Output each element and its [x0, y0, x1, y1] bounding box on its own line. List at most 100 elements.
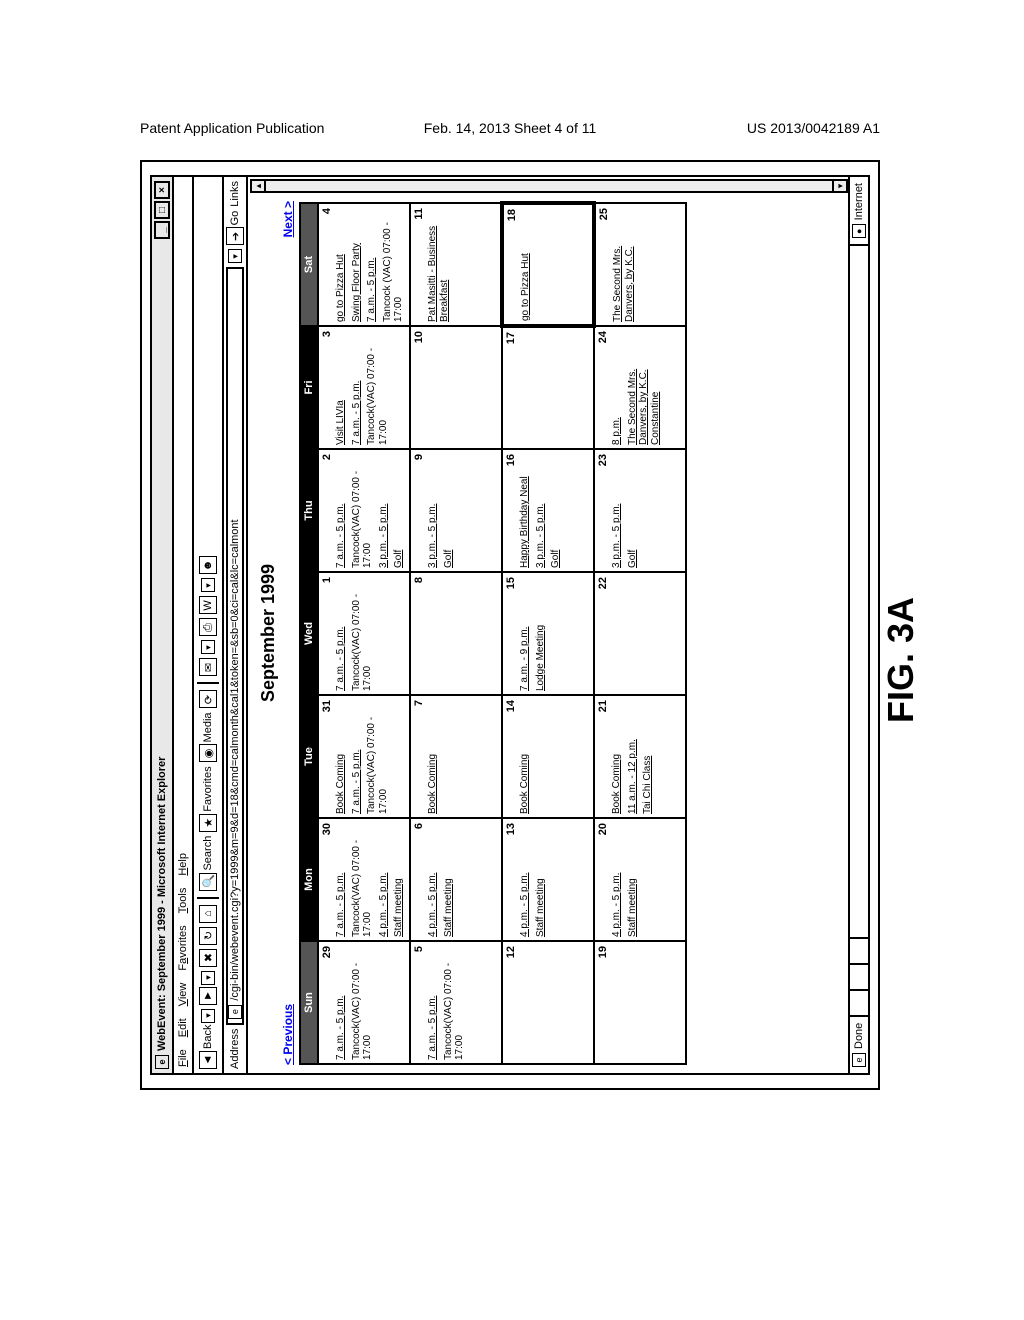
calendar-event[interactable]: 3 p.m. - 5 p.m.: [427, 453, 439, 568]
prev-link[interactable]: < Previous: [281, 1004, 295, 1065]
next-link[interactable]: Next >: [281, 201, 295, 237]
calendar-event[interactable]: Staff meeting: [443, 822, 455, 937]
calendar-event[interactable]: 3 p.m. - 5 p.m.: [535, 453, 547, 568]
close-button[interactable]: ×: [154, 181, 170, 199]
back-button[interactable]: ◄ Back ▾: [199, 1009, 217, 1069]
calendar-cell[interactable]: 12: [502, 941, 594, 1064]
calendar-cell[interactable]: 4go to Pizza HutSwing Floor Party7 a.m. …: [318, 203, 410, 326]
calendar-cell[interactable]: 27 a.m. - 5 p.m.Tancock(VAC) 07:00 - 17:…: [318, 449, 410, 572]
media-button[interactable]: ◉ Media: [199, 712, 217, 762]
calendar-event[interactable]: 7 a.m. - 9 p.m.: [519, 576, 531, 691]
calendar-event[interactable]: 3 p.m. - 5 p.m.: [378, 453, 390, 568]
calendar-cell[interactable]: 7Book Coming: [410, 695, 502, 818]
calendar-cell[interactable]: 233 p.m. - 5 p.m.Golf: [594, 449, 686, 572]
back-dropdown-icon[interactable]: ▾: [201, 1009, 215, 1023]
forward-button[interactable]: ► ▾: [199, 971, 217, 1005]
mail-dropdown-icon[interactable]: ▾: [201, 640, 215, 654]
calendar-event[interactable]: Staff meeting: [393, 822, 405, 937]
calendar-event[interactable]: 3 p.m. - 5 p.m.: [611, 453, 623, 568]
edit-icon[interactable]: W: [199, 596, 217, 614]
calendar-event[interactable]: 8 p.m.: [611, 330, 623, 445]
menu-help[interactable]: Help: [177, 853, 189, 876]
print-icon[interactable]: ⎙: [199, 618, 217, 636]
menu-edit[interactable]: Edit: [177, 1018, 189, 1037]
menu-file[interactable]: File: [177, 1049, 189, 1067]
calendar-event[interactable]: 7 a.m. - 5 p.m.: [351, 330, 363, 445]
calendar-cell[interactable]: 57 a.m. - 5 p.m.Tancock(VAC) 07:00 - 17:…: [410, 941, 502, 1064]
calendar-cell[interactable]: 8: [410, 572, 502, 695]
calendar-cell[interactable]: 11Pat Masitti - Business Breakfast: [410, 203, 502, 326]
calendar-cell[interactable]: 134 p.m. - 5 p.m.Staff meeting: [502, 818, 594, 941]
calendar-event[interactable]: 7 a.m. - 5 p.m.: [335, 453, 347, 568]
minimize-button[interactable]: _: [154, 221, 170, 239]
calendar-cell[interactable]: 10: [410, 326, 502, 449]
calendar-event[interactable]: go to Pizza Hut: [520, 208, 532, 321]
calendar-event[interactable]: 7 a.m. - 5 p.m.: [335, 945, 347, 1060]
mail-icon[interactable]: ✉: [199, 658, 217, 676]
calendar-event[interactable]: Visit LIVIa: [335, 330, 347, 445]
calendar-event[interactable]: Lodge Meeting: [535, 576, 547, 691]
calendar-cell[interactable]: 21Book Coming11 a.m. - 12 p.m.Tai Chi Cl…: [594, 695, 686, 818]
calendar-cell[interactable]: 157 a.m. - 9 p.m.Lodge Meeting: [502, 572, 594, 695]
calendar-event[interactable]: Staff meeting: [535, 822, 547, 937]
address-dropdown-icon[interactable]: ▾: [228, 249, 242, 263]
calendar-event[interactable]: 7 a.m. - 5 p.m.: [366, 207, 378, 322]
calendar-event[interactable]: 7 a.m. - 5 p.m.: [351, 699, 363, 814]
vertical-scrollbar[interactable]: ▴ ▾: [250, 179, 848, 193]
calendar-cell[interactable]: 3Visit LIVIa7 a.m. - 5 p.m.Tancock(VAC) …: [318, 326, 410, 449]
calendar-event[interactable]: Happy Birthday Neal: [519, 453, 531, 568]
calendar-event[interactable]: Book Coming: [611, 699, 623, 814]
calendar-event[interactable]: Pat Masitti - Business Breakfast: [427, 207, 450, 322]
calendar-event[interactable]: 4 p.m. - 5 p.m.: [611, 822, 623, 937]
edit-dropdown-icon[interactable]: ▾: [201, 578, 215, 592]
calendar-cell[interactable]: 204 p.m. - 5 p.m.Staff meeting: [594, 818, 686, 941]
calendar-event[interactable]: Golf: [550, 453, 562, 568]
calendar-event[interactable]: Tai Chi Class: [642, 699, 654, 814]
calendar-event[interactable]: 4 p.m. - 5 p.m.: [427, 822, 439, 937]
calendar-event[interactable]: 7 a.m. - 5 p.m.: [335, 822, 347, 937]
calendar-event[interactable]: 7 a.m. - 5 p.m.: [427, 945, 439, 1060]
favorites-button[interactable]: ★ Favorites: [199, 766, 217, 831]
scroll-down-icon[interactable]: ▾: [832, 181, 846, 191]
calendar-cell[interactable]: 248 p.m.The Second Mrs. Danvers, by K.C.…: [594, 326, 686, 449]
calendar-cell[interactable]: 14Book Coming: [502, 695, 594, 818]
address-field[interactable]: e /cgi-bin/webevent.cgi?y=1999&m=9&d=18&…: [226, 267, 244, 1024]
refresh-icon[interactable]: ↻: [199, 927, 217, 945]
calendar-cell[interactable]: 19: [594, 941, 686, 1064]
calendar-event[interactable]: 4 p.m. - 5 p.m.: [519, 822, 531, 937]
calendar-event[interactable]: Golf: [627, 453, 639, 568]
calendar-cell[interactable]: 307 a.m. - 5 p.m.Tancock(VAC) 07:00 - 17…: [318, 818, 410, 941]
calendar-cell[interactable]: 18go to Pizza Hut: [502, 203, 594, 326]
home-icon[interactable]: ⌂: [199, 905, 217, 923]
calendar-event[interactable]: Golf: [393, 453, 405, 568]
calendar-cell[interactable]: 22: [594, 572, 686, 695]
go-button[interactable]: ➔ Go: [226, 211, 244, 246]
calendar-event[interactable]: go to Pizza Hut: [335, 207, 347, 322]
calendar-cell[interactable]: 31Book Coming7 a.m. - 5 p.m.Tancock(VAC)…: [318, 695, 410, 818]
forward-dropdown-icon[interactable]: ▾: [201, 971, 215, 985]
calendar-cell[interactable]: 16Happy Birthday Neal3 p.m. - 5 p.m.Golf: [502, 449, 594, 572]
calendar-event[interactable]: Golf: [443, 453, 455, 568]
calendar-cell[interactable]: 93 p.m. - 5 p.m.Golf: [410, 449, 502, 572]
menu-view[interactable]: View: [177, 983, 189, 1007]
calendar-event[interactable]: Staff meeting: [627, 822, 639, 937]
calendar-event[interactable]: The Second Mrs. Danvers, by K.C. Constan…: [627, 330, 662, 445]
calendar-cell[interactable]: 17: [502, 326, 594, 449]
calendar-event[interactable]: Book Coming: [335, 699, 347, 814]
history-icon[interactable]: ⟳: [199, 690, 217, 708]
calendar-event[interactable]: 4 p.m. - 5 p.m.: [378, 822, 390, 937]
stop-icon[interactable]: ✖: [199, 949, 217, 967]
menu-tools[interactable]: Tools: [177, 888, 189, 914]
calendar-cell[interactable]: 25The Second Mrs. Danvers, by K.C.: [594, 203, 686, 326]
calendar-cell[interactable]: 297 a.m. - 5 p.m.Tancock(VAC) 07:00 - 17…: [318, 941, 410, 1064]
links-label[interactable]: Links: [229, 181, 241, 207]
scroll-up-icon[interactable]: ▴: [252, 181, 266, 191]
maximize-button[interactable]: □: [154, 201, 170, 219]
calendar-event[interactable]: The Second Mrs. Danvers, by K.C.: [612, 207, 635, 322]
calendar-cell[interactable]: 64 p.m. - 5 p.m.Staff meeting: [410, 818, 502, 941]
calendar-event[interactable]: 7 a.m. - 5 p.m.: [335, 576, 347, 691]
calendar-event[interactable]: Swing Floor Party: [351, 207, 363, 322]
menu-favorites[interactable]: Favorites: [177, 925, 189, 970]
calendar-event[interactable]: Book Coming: [427, 699, 439, 814]
calendar-event[interactable]: Book Coming: [519, 699, 531, 814]
